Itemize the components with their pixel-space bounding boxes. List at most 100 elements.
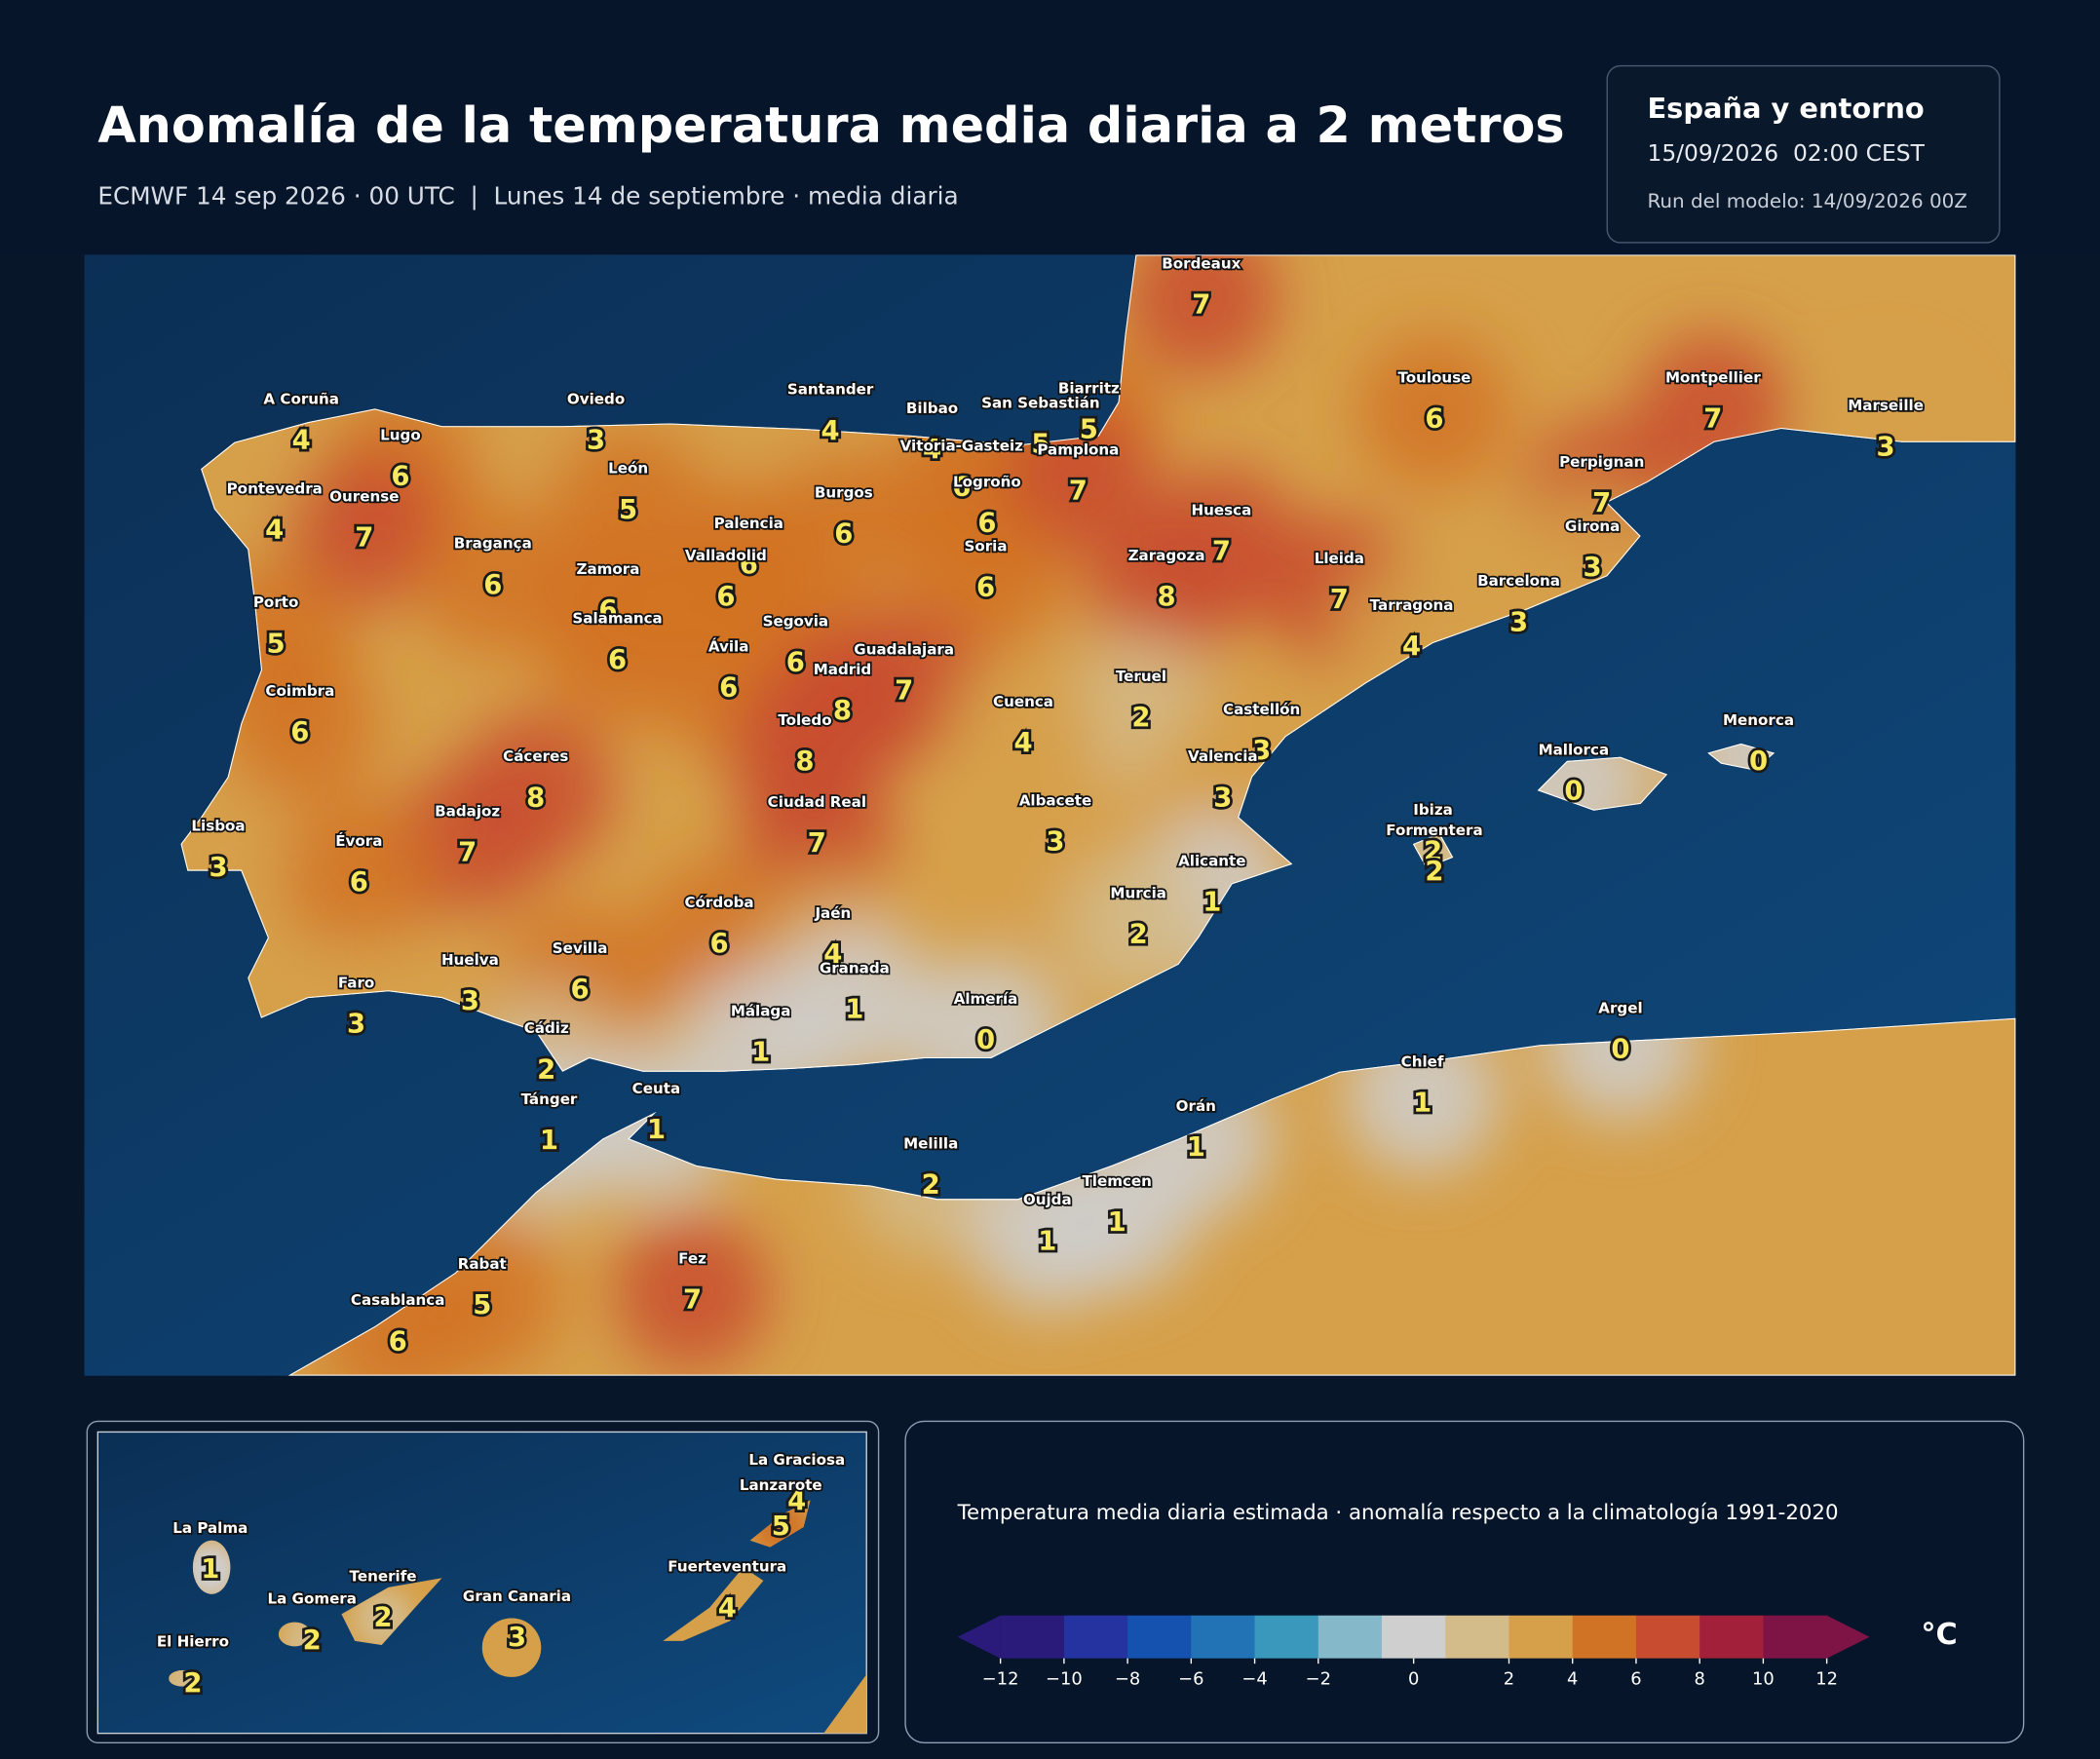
colorbar-tick-label: −10 (1046, 1669, 1083, 1690)
city-name: Córdoba (684, 894, 753, 911)
city-value: 1 (540, 1125, 558, 1156)
colorbar-segment (1445, 1615, 1510, 1659)
city-name: San Sebastián (981, 394, 1100, 411)
colorbar-over (1826, 1615, 1870, 1659)
island-value: 5 (772, 1510, 790, 1542)
city-value: 6 (483, 569, 502, 600)
city-name: Valencia (1188, 747, 1258, 765)
anomaly-blob (614, 1214, 771, 1371)
city-value: 2 (1425, 856, 1443, 887)
city-name: Almería (954, 990, 1018, 1008)
city-value: 6 (977, 508, 996, 539)
city-value: 1 (1108, 1206, 1126, 1238)
city-name: Albacete (1019, 792, 1092, 810)
colorbar-segment (1699, 1615, 1765, 1659)
colorbar-segment (1191, 1615, 1256, 1659)
info-region: España y entorno (1647, 92, 1924, 125)
title: Anomalía de la temperatura media diaria … (97, 96, 1564, 154)
island-name: El Hierro (157, 1633, 229, 1651)
city-name: Tarragona (1370, 596, 1454, 614)
colorbar-tick-label: −8 (1115, 1669, 1140, 1690)
city-value: 6 (391, 461, 409, 492)
city-name: León (608, 460, 648, 478)
city-value: 6 (290, 716, 309, 747)
city-value: 2 (922, 1169, 940, 1201)
island-name: Gran Canaria (463, 1587, 571, 1605)
island-name: La Gomera (267, 1590, 357, 1608)
island-value: 4 (787, 1485, 806, 1516)
city-value: 6 (952, 471, 971, 502)
city-name: Palencia (714, 515, 783, 532)
city-name: Rabat (458, 1255, 507, 1273)
city-value: 7 (1069, 476, 1088, 507)
city-value: 7 (1592, 487, 1611, 518)
colorbar-tick-label: 6 (1630, 1669, 1641, 1690)
colorbar-tick-label: 10 (1752, 1669, 1775, 1690)
island-value: 2 (374, 1601, 393, 1632)
city-value: 8 (526, 782, 545, 813)
city-value: 0 (1611, 1034, 1629, 1065)
colorbar-segment (1127, 1615, 1193, 1659)
city-value: 1 (751, 1036, 770, 1067)
subtitle: ECMWF 14 sep 2026 · 00 UTC | Lunes 14 de… (97, 181, 958, 210)
city-name: Cádiz (524, 1019, 569, 1037)
city-name: Logroño (953, 474, 1021, 491)
city-value: 4 (821, 415, 840, 446)
city-value: 6 (571, 974, 590, 1005)
city-name: Zamora (576, 560, 639, 578)
city-name: Marseille (1848, 397, 1924, 414)
city-name: Barcelona (1477, 572, 1560, 590)
colorbar-under (957, 1615, 1001, 1659)
city-value: 3 (1584, 552, 1602, 583)
island-name: La Graciosa (748, 1451, 845, 1469)
island-value: 2 (303, 1625, 322, 1656)
city-name: Guadalajara (854, 640, 954, 658)
city-name: Badajoz (435, 803, 500, 821)
city-value: 1 (1187, 1131, 1205, 1163)
city-name: Formentera (1386, 822, 1482, 839)
city-name: Porto (253, 593, 299, 611)
city-name: Tánger (521, 1090, 578, 1108)
city-name: Menorca (1723, 711, 1794, 729)
colorbar-segment (1508, 1615, 1574, 1659)
city-value: 7 (1703, 402, 1722, 434)
colorbar-segment (1635, 1615, 1700, 1659)
legend-caption: Temperatura media diaria estimada · anom… (957, 1501, 1839, 1525)
colorbar-segment (1254, 1615, 1319, 1659)
city-name: Montpellier (1665, 368, 1761, 386)
city-value: 6 (389, 1325, 407, 1357)
city-value: 6 (350, 866, 368, 898)
anomaly-blob (222, 647, 378, 803)
city-value: 6 (786, 647, 805, 678)
city-value: 2 (1424, 835, 1442, 866)
city-name: Huesca (1192, 501, 1252, 518)
colorbar-tick-label: −2 (1306, 1669, 1331, 1690)
city-value: 2 (1131, 702, 1150, 733)
city-name: Madrid (814, 661, 872, 678)
city-value: 7 (1192, 289, 1210, 321)
city-value: 7 (1212, 535, 1231, 566)
city-value: 4 (1402, 631, 1421, 662)
city-labels: Bordeaux 7 Toulouse 6 Montpellier 7 Marseille 3… (190, 253, 1926, 1359)
city-value: 6 (719, 672, 738, 704)
colorbar-tick-label: −4 (1241, 1669, 1267, 1690)
city-name: Casablanca (351, 1291, 445, 1309)
city-value: 3 (1877, 431, 1895, 462)
city-value: 3 (587, 424, 605, 455)
legend-panel (904, 1420, 2025, 1743)
city-name: Argel (1598, 1000, 1642, 1017)
colorbar-segment (1000, 1615, 1065, 1659)
info-run: Run del modelo: 14/09/2026 00Z (1647, 190, 1966, 212)
colorbar-segment (1063, 1615, 1128, 1659)
island-name: La Palma (172, 1519, 248, 1537)
city-value: 5 (619, 494, 637, 525)
city-name: Ourense (329, 488, 399, 506)
city-name: Pamplona (1037, 441, 1119, 459)
city-name: Castellón (1223, 701, 1300, 718)
city-value: 4 (265, 514, 284, 545)
colorbar-tick-label: −12 (982, 1669, 1019, 1690)
city-name: Granada (820, 959, 890, 976)
city-value: 1 (1038, 1225, 1056, 1256)
city-value: 1 (845, 994, 863, 1025)
city-value: 0 (976, 1024, 995, 1055)
